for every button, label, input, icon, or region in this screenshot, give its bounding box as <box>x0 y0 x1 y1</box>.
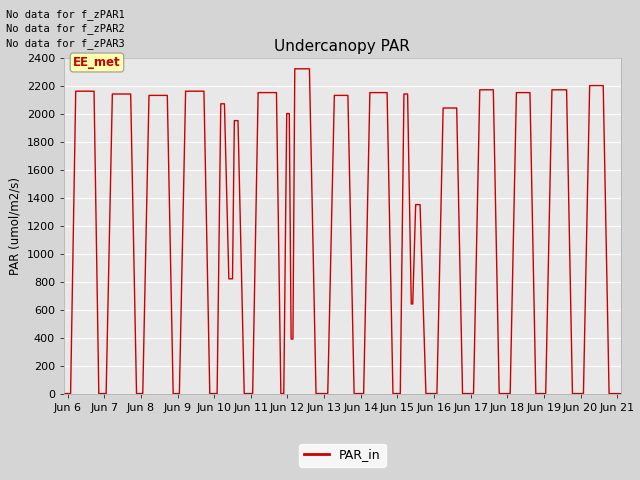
Title: Undercanopy PAR: Undercanopy PAR <box>275 39 410 54</box>
Text: No data for f_zPAR3: No data for f_zPAR3 <box>6 37 125 48</box>
Text: No data for f_zPAR2: No data for f_zPAR2 <box>6 23 125 34</box>
Y-axis label: PAR (umol/m2/s): PAR (umol/m2/s) <box>8 177 21 275</box>
Text: EE_met: EE_met <box>73 56 121 69</box>
Text: No data for f_zPAR1: No data for f_zPAR1 <box>6 9 125 20</box>
Legend: PAR_in: PAR_in <box>299 444 386 467</box>
